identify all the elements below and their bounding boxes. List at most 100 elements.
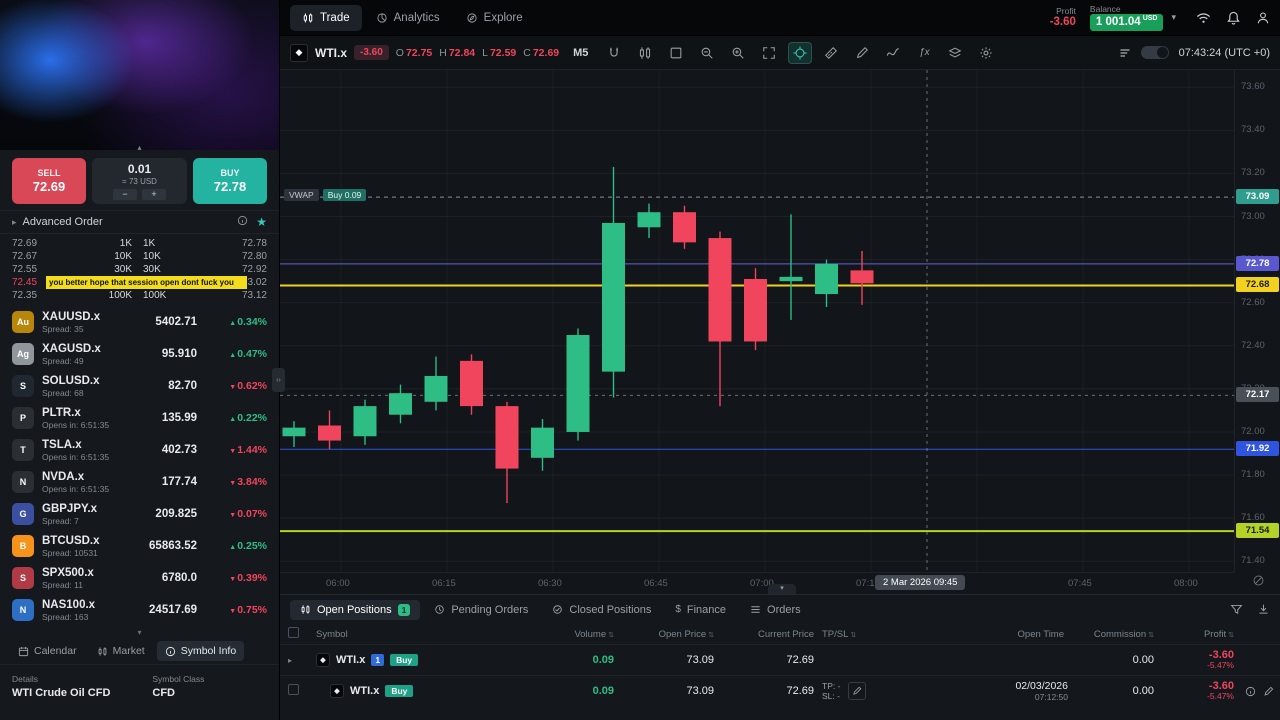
chart-type-icon[interactable] <box>633 42 657 64</box>
watchlist-item[interactable]: N NVDA.x Opens in: 6:51:35 177.74 ▼3.84% <box>0 466 279 498</box>
advanced-order-toggle[interactable]: ▸ Advanced Order ★ <box>0 210 279 234</box>
edit-tpsl-icon[interactable] <box>848 682 867 700</box>
dom-row[interactable]: 72.45 73.02 you better hope that session… <box>12 276 267 289</box>
user-profile-icon[interactable] <box>1256 11 1270 25</box>
objects-list-icon[interactable] <box>1119 47 1131 59</box>
price-axis[interactable]: 73.6073.4073.2073.0072.8072.6072.4072.20… <box>1234 70 1280 572</box>
quantity-increase-button[interactable]: + <box>142 189 166 200</box>
time-tick: 06:45 <box>644 578 668 589</box>
tab-orders[interactable]: Orders <box>740 600 811 620</box>
tab-symbol-info[interactable]: Symbol Info <box>156 641 245 661</box>
panel-resize-handle[interactable]: ‹› <box>272 368 285 392</box>
price-tick: 73.20 <box>1241 167 1265 179</box>
buy-button[interactable]: BUY 72.78 <box>193 158 267 204</box>
draw-icon[interactable] <box>850 42 874 64</box>
symbol-icon: S <box>12 567 34 589</box>
bottom-panel-toggle[interactable]: ▾ <box>768 584 796 594</box>
chart-settings-gear-icon[interactable] <box>974 42 998 64</box>
dom-ask-price: 72.80 <box>241 251 267 262</box>
group-caret-icon[interactable]: ▸ <box>288 655 293 665</box>
tab-explore[interactable]: Explore <box>454 5 535 31</box>
col-open-time[interactable]: Open Time <box>1017 628 1064 640</box>
position-detail-row[interactable]: ◆ WTI.x Buy 0.09 73.09 72.69 TP: - SL: - … <box>280 675 1280 706</box>
collapse-panel-icon[interactable]: ▴ <box>137 143 142 152</box>
compare-icon[interactable] <box>664 42 688 64</box>
tab-market-label: Market <box>112 645 145 657</box>
dom-row[interactable]: 72.35 100K 100K 73.12 <box>12 289 267 302</box>
watchlist-item[interactable]: B BTCUSD.x Spread: 10531 65863.52 ▲0.25% <box>0 530 279 562</box>
fullscreen-icon[interactable] <box>757 42 781 64</box>
dom-row[interactable]: 72.55 30K 30K 72.92 <box>12 263 267 276</box>
zoom-in-icon[interactable] <box>726 42 750 64</box>
tab-closed-positions[interactable]: Closed Positions <box>542 600 661 620</box>
promo-image: ▴ <box>0 0 279 152</box>
tab-calendar[interactable]: Calendar <box>10 641 85 661</box>
tab-analytics[interactable]: Analytics <box>364 5 452 31</box>
favorite-star-icon[interactable]: ★ <box>256 215 267 229</box>
info-icon[interactable] <box>237 215 248 229</box>
watchlist-item[interactable]: G GBPJPY.x Spread: 7 209.825 ▼0.07% <box>0 498 279 530</box>
connection-icon[interactable] <box>1196 12 1211 24</box>
details-title: Details <box>12 674 38 684</box>
tab-finance[interactable]: $ Finance <box>665 600 736 620</box>
tab-trade[interactable]: Trade <box>290 4 362 31</box>
quantity-decrease-button[interactable]: − <box>113 189 137 200</box>
position-line-label[interactable]: Buy 0.09 <box>322 189 367 202</box>
tab-pending-orders[interactable]: Pending Orders <box>424 600 538 620</box>
dom-ladder: 72.69 1K 1K 72.78 72.67 10K 10K 72.80 72… <box>0 234 279 306</box>
filter-icon[interactable] <box>1230 603 1243 616</box>
layers-icon[interactable] <box>943 42 967 64</box>
symbol-icon: B <box>12 535 34 557</box>
watchlist-item[interactable]: S SPX500.x Spread: 11 6780.0 ▼0.39% <box>0 562 279 594</box>
tab-open-positions[interactable]: Open Positions 1 <box>290 599 421 620</box>
functions-icon[interactable]: ƒx <box>919 47 930 58</box>
watchlist-item[interactable]: N NAS100.x Spread: 163 24517.69 ▼0.75% <box>0 594 279 626</box>
col-symbol[interactable]: Symbol <box>316 628 348 640</box>
time-axis[interactable]: 06:00 06:15 06:30 06:45 07:00 07:15 07:45 08:00… <box>280 572 1234 594</box>
dom-bid-price: 72.35 <box>12 290 38 301</box>
zoom-out-icon[interactable] <box>695 42 719 64</box>
quantity-value[interactable]: 0.01 <box>127 162 152 176</box>
crosshair-tool-icon[interactable] <box>788 41 813 64</box>
col-tpsl[interactable]: TP/SL ⇅ <box>822 628 857 640</box>
watchlist-item[interactable]: Ag XAGUSD.x Spread: 49 95.910 ▲0.47% <box>0 338 279 370</box>
account-chevron-icon[interactable]: ▾ <box>1171 12 1176 22</box>
col-volume[interactable]: Volume ⇅ <box>574 628 614 640</box>
col-current-price[interactable]: Current Price <box>758 628 814 640</box>
watchlist-resize-handle[interactable]: ▾ <box>137 627 142 637</box>
dom-row[interactable]: 72.69 1K 1K 72.78 <box>12 237 267 250</box>
watchlist-item[interactable]: P PLTR.x Opens in: 6:51:35 135.99 ▲0.22% <box>0 402 279 434</box>
export-download-icon[interactable] <box>1257 603 1270 616</box>
measure-icon[interactable] <box>819 42 843 64</box>
position-info-icon[interactable] <box>1245 686 1256 697</box>
tab-market[interactable]: Market <box>89 641 153 661</box>
row-checkbox[interactable] <box>288 684 299 695</box>
chart-plot[interactable]: VWAP Buy 0.09 <box>280 70 1234 572</box>
watchlist-item[interactable]: S SOLUSD.x Spread: 68 82.70 ▼0.62% <box>0 370 279 402</box>
timeframe-selector[interactable]: M5 <box>573 46 589 59</box>
edit-position-icon[interactable] <box>1263 686 1274 697</box>
sell-button[interactable]: SELL 72.69 <box>12 158 86 204</box>
dom-row[interactable]: 72.67 10K 10K 72.80 <box>12 250 267 263</box>
col-open-price[interactable]: Open Price ⇅ <box>658 628 714 640</box>
watchlist-item[interactable]: Au XAUUSD.x Spread: 35 5402.71 ▲0.34% <box>0 306 279 338</box>
position-group-row[interactable]: ▸ ◆ WTI.x 1 Buy 0.09 73.09 72.69 0.00 -3… <box>280 644 1280 675</box>
quantity-stepper: 0.01 = 73 USD − + <box>92 158 187 204</box>
crosshair-price-badge: 72.17 <box>1236 387 1279 403</box>
col-profit[interactable]: Profit ⇅ <box>1203 628 1234 640</box>
curve-tool-icon[interactable] <box>881 42 905 64</box>
magnet-icon[interactable] <box>602 42 626 64</box>
watchlist-sub: Spread: 68 <box>42 387 84 398</box>
notifications-bell-icon[interactable] <box>1227 11 1240 25</box>
chart-symbol[interactable]: WTI.x <box>315 45 347 60</box>
watchlist-sub: Spread: 49 <box>42 355 84 366</box>
tpsl-cell: TP: - SL: - <box>822 681 912 701</box>
select-all-checkbox[interactable] <box>288 627 299 638</box>
col-commission[interactable]: Commission ⇅ <box>1093 628 1154 640</box>
watchlist-item[interactable]: T TSLA.x Opens in: 6:51:35 402.73 ▼1.44% <box>0 434 279 466</box>
balance-display[interactable]: Balance 1 001.04 USD <box>1089 4 1164 31</box>
watchlist-symbol: SPX500.x <box>42 566 94 579</box>
axis-scale-icon[interactable] <box>1252 574 1265 590</box>
symbol-class-value: CFD <box>152 687 175 699</box>
objects-visibility-toggle[interactable] <box>1140 46 1169 59</box>
